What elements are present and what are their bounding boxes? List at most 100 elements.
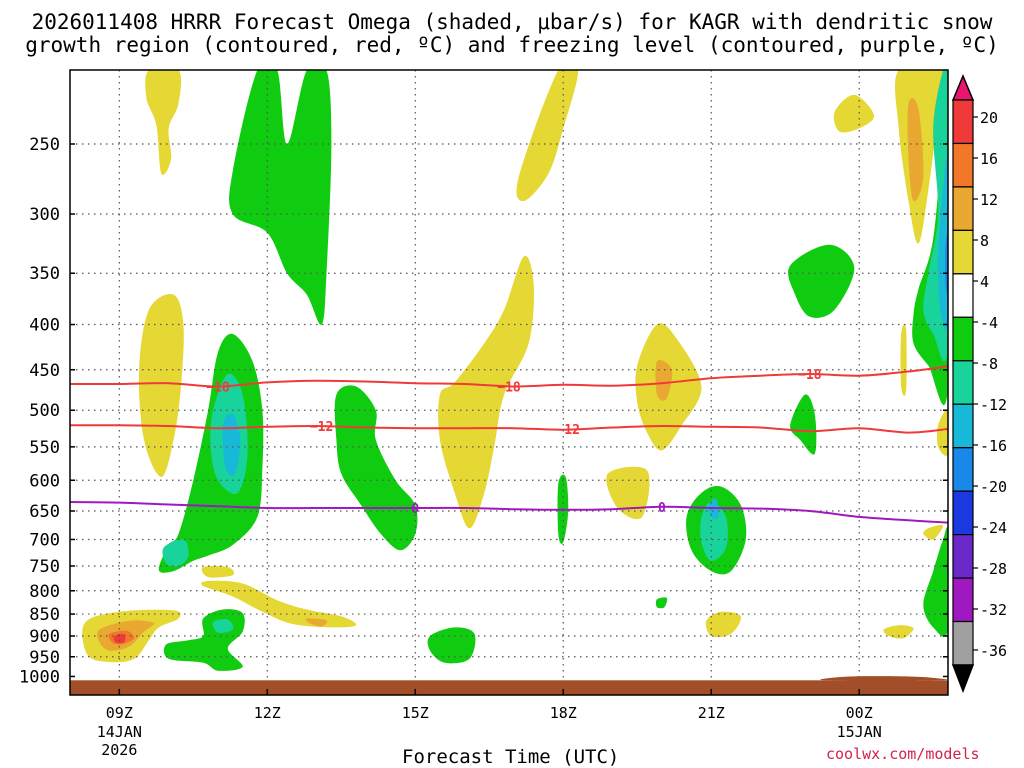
colorbar-label-2: 12: [980, 191, 998, 209]
colorbar-label-4: 4: [980, 273, 989, 291]
x-tick-label-15Z: 15Z: [402, 704, 429, 722]
x-tick-year-09Z: 2026: [101, 741, 137, 759]
colorbar-swatch-10: [952, 490, 974, 536]
x-tick-label-12Z: 12Z: [254, 704, 281, 722]
omega-area-y-b: [145, 70, 182, 175]
omega-area-y-i: [606, 466, 650, 520]
contour-label-2: −18: [798, 368, 822, 383]
omega-area-y-e: [201, 565, 235, 578]
contour-label-1: −18: [497, 380, 521, 395]
y-tick-label-300: 300: [29, 205, 60, 225]
omega-area-y-g: [516, 70, 579, 202]
omega-area-g-l: [923, 527, 948, 637]
chart-title-line-2: growth region (contoured, red, ºC) and f…: [25, 33, 999, 57]
omega-area-y-a: [138, 293, 184, 477]
y-tick-label-850: 850: [29, 605, 60, 625]
contour-freezing-0: [70, 501, 948, 524]
y-tick-label-650: 650: [29, 502, 60, 522]
colorbar-swatch-6: [952, 316, 974, 362]
omega-area-g-g: [655, 597, 668, 609]
colorbar-label-6: -8: [980, 355, 998, 373]
y-tick-label-500: 500: [29, 401, 60, 421]
x-tick-label-21Z: 21Z: [698, 704, 725, 722]
y-tick-label-250: 250: [29, 135, 60, 155]
contour-label-3: −12: [310, 420, 333, 435]
omega-area-g-i: [788, 244, 855, 318]
y-tick-label-800: 800: [29, 582, 60, 602]
x-tick-label-00Z: 00Z: [846, 704, 873, 722]
colorbar-swatch-12: [952, 577, 974, 623]
colorbar-swatch-4: [952, 229, 974, 275]
colorbar-swatch-1: [952, 99, 974, 145]
y-tick-label-900: 900: [29, 627, 60, 647]
x-tick-date-09Z: 14JAN: [97, 723, 142, 741]
y-tick-label-600: 600: [29, 471, 60, 491]
y-tick-label-450: 450: [29, 361, 60, 381]
omega-shaded-areas: [82, 70, 948, 671]
colorbar-swatch-8: [952, 403, 974, 449]
colorbar-label-7: -12: [980, 396, 1007, 414]
colorbar-label-1: 16: [980, 150, 998, 168]
omega-area-y-j: [705, 611, 742, 638]
omega-area-g-e: [427, 627, 476, 664]
chart-axes: 2503003504004505005506006507007508008509…: [19, 69, 949, 759]
colorbar-label-13: -36: [980, 642, 1007, 660]
contour-label-6: 0: [658, 501, 666, 516]
omega-area-t-a2: [162, 539, 189, 567]
omega-area-y-m: [923, 524, 944, 540]
terrain-bump: [820, 676, 948, 681]
omega-area-y-l: [883, 625, 914, 639]
colorbar-label-8: -16: [980, 437, 1007, 455]
colorbar-top-arrow: [951, 74, 975, 101]
colorbar-swatch-11: [952, 534, 974, 579]
y-tick-label-750: 750: [29, 557, 60, 577]
omega-area-y-d: [201, 580, 357, 628]
omega-area-y-o: [936, 409, 948, 456]
omega-area-y-p: [900, 324, 907, 396]
y-tick-label-950: 950: [29, 648, 60, 668]
colorbar-swatch-3: [952, 186, 974, 231]
y-tick-label-550: 550: [29, 438, 60, 458]
colorbar-label-9: -20: [980, 478, 1007, 496]
x-tick-label-18Z: 18Z: [550, 704, 577, 722]
omega-area-r-c: [113, 633, 126, 644]
contour-dendritic--12: [70, 424, 948, 434]
omega-area-y-k: [833, 94, 875, 133]
y-tick-label-700: 700: [29, 530, 60, 550]
colorbar-label-11: -28: [980, 560, 1007, 578]
temperature-contours: −18 −18 −18 −12 −12 0 0: [70, 365, 948, 524]
colorbar-swatch-7: [952, 360, 974, 405]
colorbar-bottom-arrow: [951, 664, 975, 694]
omega-area-g-b: [229, 70, 332, 325]
omega-area-o-d: [305, 618, 328, 627]
omega-area-o-h: [655, 359, 673, 401]
plot-frame: [69, 69, 949, 696]
chart-title-line-1: 2026011408 HRRR Forecast Omega (shaded, …: [31, 10, 993, 34]
y-tick-label-350: 350: [29, 264, 60, 284]
omega-colorbar: 20 16 12 8 4 -4 -8 -12 -16 -20 -24 -28 -32 -36: [951, 74, 1007, 694]
omega-area-o-n: [907, 98, 924, 202]
contour-label-4: −12: [556, 423, 579, 438]
omega-area-y-f: [438, 255, 534, 529]
colorbar-swatch-5: [952, 273, 974, 318]
surface-terrain: [70, 676, 948, 695]
colorbar-label-12: -32: [980, 601, 1007, 619]
contour-dendritic--18: [70, 365, 948, 388]
colorbar-swatch-13: [952, 620, 974, 666]
x-tick-date-00Z: 15JAN: [837, 723, 882, 741]
colorbar-swatch-9: [952, 447, 974, 492]
contour-label-0: −18: [206, 380, 230, 395]
colorbar-label-5: -4: [980, 314, 998, 332]
omega-area-g-j: [790, 394, 817, 455]
grid-lines: [70, 70, 948, 695]
x-axis-title: Forecast Time (UTC): [402, 746, 620, 768]
colorbar-label-3: 8: [980, 232, 989, 250]
y-tick-label-400: 400: [29, 316, 60, 336]
omega-area-t-c: [212, 619, 234, 633]
terrain-band: [70, 680, 948, 695]
colorbar-label-10: -24: [980, 519, 1007, 537]
site-credit[interactable]: coolwx.com/models: [826, 745, 980, 763]
omega-area-t-h: [700, 502, 728, 561]
colorbar-swatch-2: [952, 142, 974, 188]
